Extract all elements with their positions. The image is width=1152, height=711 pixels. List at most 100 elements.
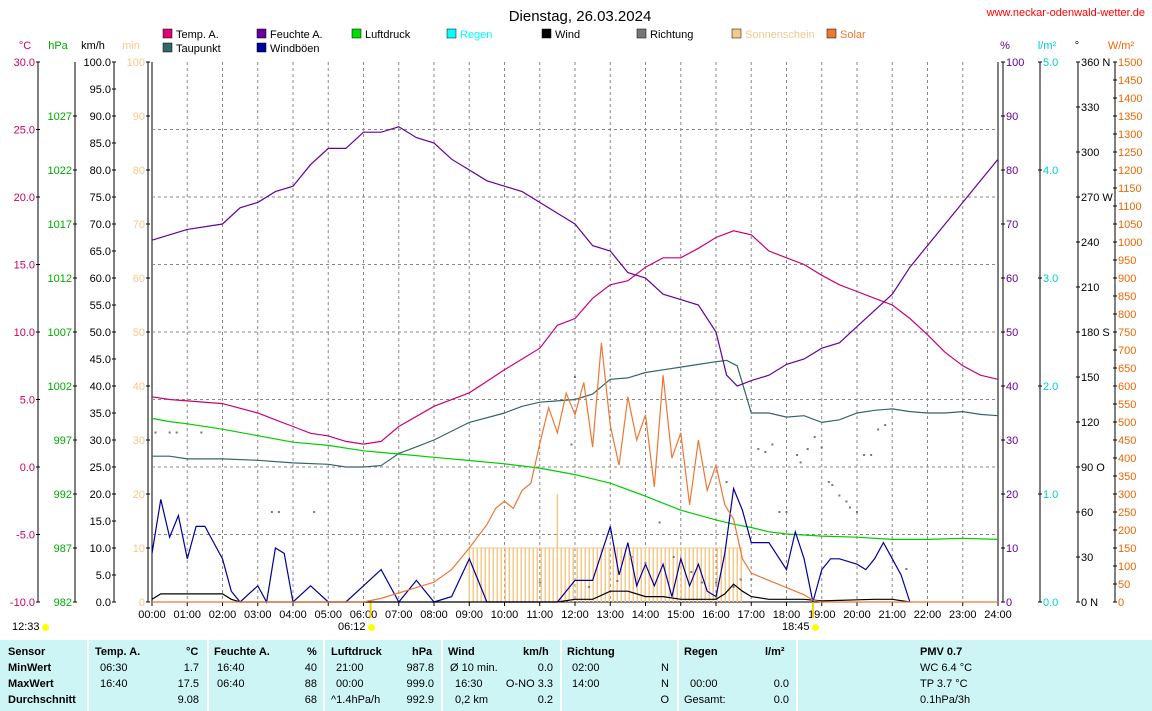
direction-point: [856, 511, 858, 513]
rain-tick-label: 4.0: [1043, 165, 1058, 177]
left-time: 12:33: [12, 621, 40, 633]
axis-units: °C hPa km/h min% l/m² ° W/m²: [19, 40, 1135, 52]
hdr-wind-unit: km/h: [523, 646, 549, 658]
direction-point: [630, 556, 633, 558]
wind-tick-label: 50.0: [90, 327, 111, 339]
row-max-dir-t: 14:00: [572, 678, 600, 690]
direction-tick-label: 270 W: [1081, 192, 1113, 204]
legend-swatch: [256, 28, 267, 39]
x-tick-label: 00:00: [138, 609, 166, 621]
x-tick-label: 23:00: [949, 609, 977, 621]
wind-tick-label: 40.0: [90, 381, 111, 393]
direction-tick-label: 150: [1081, 372, 1099, 384]
direction-point: [690, 571, 693, 573]
x-tick-label: 09:00: [455, 609, 483, 621]
wind-tick-label: 15.0: [90, 516, 111, 528]
wind-tick-label: 30.0: [90, 435, 111, 447]
direction-point: [588, 586, 591, 588]
row-min-wind-v: 0.0: [537, 662, 553, 674]
direction-tick-label: 60: [1081, 507, 1093, 519]
row-max-wind-t: 16:30: [455, 678, 483, 690]
sunshine-tick-label: 40: [133, 381, 145, 393]
sunshine-tick-label: 0: [139, 597, 145, 609]
wind-tick-label: 55.0: [90, 300, 111, 312]
site-link[interactable]: www.neckar-odenwald-wetter.de: [986, 7, 1145, 19]
row-max-dir-v: N: [661, 678, 669, 690]
sunshine-tick-label: 60: [133, 273, 145, 285]
wind-tick-label: 70.0: [90, 219, 111, 231]
row-max-rain-v: 0.0: [773, 678, 789, 690]
humidity-tick-label: 30: [1006, 435, 1018, 447]
legend-label: Taupunkt: [176, 43, 221, 55]
wind-tick-label: 60.0: [90, 273, 111, 285]
humidity-unit-label: %: [1000, 40, 1010, 52]
row-avg-dir-v: O: [660, 694, 669, 706]
series-feuchte-a-: [151, 126, 999, 387]
solar-tick-label: 400: [1118, 453, 1136, 465]
temp-tick-label: -10.0: [10, 597, 35, 609]
series-luftdruck: [151, 417, 999, 541]
row-min-temp-v: 1.7: [183, 662, 199, 674]
wind-tick-label: 45.0: [90, 354, 111, 366]
x-axis: 00:00 01:00 02:00 03:00 04:00 05:00 06:00 07:00…: [138, 602, 1012, 621]
direction-point: [616, 580, 619, 582]
hdr-sensor: Sensor: [8, 646, 46, 658]
legend-label: Richtung: [650, 29, 693, 41]
temp-tick-label: -5.0: [16, 530, 35, 542]
row-min-dir-v: N: [661, 662, 669, 674]
solar-tick-label: 150: [1118, 543, 1136, 555]
x-tick-label: 19:00: [808, 609, 836, 621]
row-max-label: MaxWert: [8, 678, 54, 690]
pressure-tick-label: 1027: [48, 111, 72, 123]
hdr-press: Luftdruck: [331, 646, 382, 658]
direction-point: [831, 484, 834, 486]
direction-point: [778, 511, 781, 513]
legend-label: Temp. A.: [176, 29, 219, 41]
rain-tick-label: 0.0: [1043, 597, 1058, 609]
temp-tick-label: 15.0: [14, 260, 35, 272]
chart-series: [151, 126, 999, 604]
pressure-tick-label: 992: [54, 489, 72, 501]
series-windb-en: [151, 486, 911, 604]
legend-swatch: [636, 28, 647, 39]
sunshine-tick-label: 80: [133, 165, 145, 177]
sunset-label: 18:45: [782, 621, 819, 633]
legend-swatch: [162, 28, 173, 39]
solar-tick-label: 1300: [1118, 129, 1142, 141]
sun-icon: [41, 623, 49, 631]
direction-point: [175, 431, 178, 434]
x-tick-label: 12:00: [561, 609, 589, 621]
legend-swatch: [446, 28, 457, 39]
direction-point: [658, 521, 661, 524]
temp-tick-label: 20.0: [14, 192, 35, 204]
direction-point: [739, 578, 742, 581]
legend-swatch: [541, 28, 552, 39]
solar-tick-label: 500: [1118, 417, 1136, 429]
temp-tick-label: 25.0: [14, 125, 35, 137]
legend-label: Regen: [460, 29, 492, 41]
chart-legend: Temp. A. Taupunkt Feuchte A. Windböen Luftdr…: [162, 28, 866, 55]
wind-tick-label: 95.0: [90, 84, 111, 96]
direction-tick-label: 300: [1081, 147, 1099, 159]
wind-tick-label: 85.0: [90, 138, 111, 150]
direction-tick-label: 0 N: [1081, 597, 1098, 609]
x-tick-label: 02:00: [209, 609, 237, 621]
row-avg-extra: 0.1hPa/3h: [920, 694, 971, 706]
direction-point: [168, 431, 171, 434]
direction-tick-label: 360 N: [1081, 57, 1110, 69]
row-min-temp-t: 06:30: [100, 662, 128, 674]
legend-swatch: [731, 28, 742, 39]
solar-tick-label: 850: [1118, 291, 1136, 303]
direction-point: [806, 448, 809, 450]
direction-tick-label: 180 S: [1081, 327, 1110, 339]
x-tick-label: 18:00: [773, 609, 801, 621]
humidity-tick-label: 80: [1006, 165, 1018, 177]
row-avg-label: Durchschnitt: [8, 694, 76, 706]
wind-tick-label: 35.0: [90, 408, 111, 420]
direction-point: [820, 446, 823, 449]
chart-title: Dienstag, 26.03.2024: [509, 8, 652, 25]
wind-tick-label: 0.0: [96, 597, 111, 609]
row-max-press-t: 00:00: [336, 678, 364, 690]
temp-tick-label: 10.0: [14, 327, 35, 339]
direction-point: [277, 511, 280, 513]
